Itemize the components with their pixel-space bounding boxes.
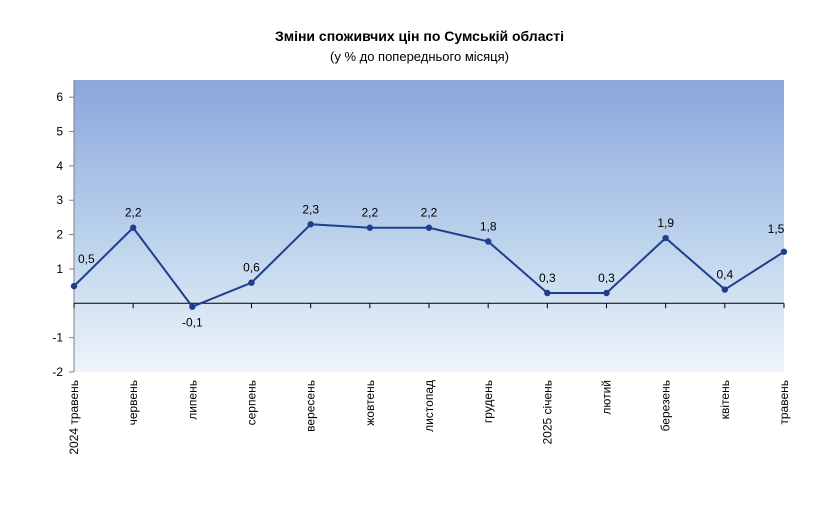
data-label: 1,8 bbox=[480, 219, 497, 233]
data-point bbox=[603, 289, 610, 297]
x-tick-label: травень bbox=[777, 380, 791, 425]
chart-title: Зміни споживчих цін по Сумській області bbox=[274, 28, 565, 44]
y-tick-label: -2 bbox=[52, 365, 63, 379]
data-label: 0,5 bbox=[78, 252, 95, 266]
data-point bbox=[70, 282, 78, 290]
data-point bbox=[484, 238, 492, 245]
x-tick-label: серпень bbox=[245, 380, 259, 425]
y-tick-label: 2 bbox=[56, 228, 63, 242]
data-point bbox=[721, 286, 729, 293]
data-label: -0,1 bbox=[182, 316, 203, 330]
x-tick-label: квітень bbox=[718, 380, 732, 419]
x-tick-label: жовтень bbox=[363, 380, 377, 426]
data-point bbox=[307, 221, 314, 228]
data-point bbox=[780, 248, 788, 255]
data-point bbox=[366, 224, 374, 231]
data-point bbox=[662, 234, 669, 242]
data-point bbox=[425, 224, 433, 231]
chart-subtitle: (у % до попереднього місяця) bbox=[330, 49, 509, 64]
y-tick-label: 6 bbox=[56, 90, 63, 104]
data-label: 2,2 bbox=[125, 206, 142, 220]
data-point bbox=[248, 279, 255, 286]
data-label: 0,4 bbox=[716, 268, 733, 282]
data-label: 2,3 bbox=[302, 202, 319, 216]
y-tick-label: 5 bbox=[56, 125, 63, 139]
x-tick-label: грудень bbox=[481, 380, 495, 423]
data-label: 2,2 bbox=[421, 206, 438, 220]
x-tick-label: липень bbox=[185, 380, 199, 420]
y-tick-label: 3 bbox=[56, 193, 63, 207]
x-tick-label: червень bbox=[126, 380, 140, 425]
x-tick-label: березень bbox=[659, 380, 673, 431]
x-tick-label: листопад bbox=[422, 380, 436, 432]
data-label: 0,3 bbox=[598, 271, 615, 285]
data-label: 1,9 bbox=[657, 216, 674, 230]
data-label: 2,2 bbox=[361, 206, 378, 220]
data-point bbox=[544, 289, 551, 297]
x-tick-label: лютий bbox=[600, 380, 614, 415]
data-label: 1,5 bbox=[768, 222, 785, 236]
x-tick-label: 2025 січень bbox=[540, 380, 554, 445]
data-point bbox=[189, 303, 196, 310]
y-tick-label: 4 bbox=[56, 159, 63, 173]
data-label: 0,6 bbox=[243, 261, 260, 275]
y-tick-label: 1 bbox=[56, 262, 63, 276]
data-label: 0,3 bbox=[539, 271, 556, 285]
x-tick-label: вересень bbox=[304, 380, 318, 432]
x-tick-label: 2024 травень bbox=[67, 380, 81, 455]
data-point bbox=[129, 224, 137, 231]
y-tick-label: -1 bbox=[52, 331, 63, 345]
